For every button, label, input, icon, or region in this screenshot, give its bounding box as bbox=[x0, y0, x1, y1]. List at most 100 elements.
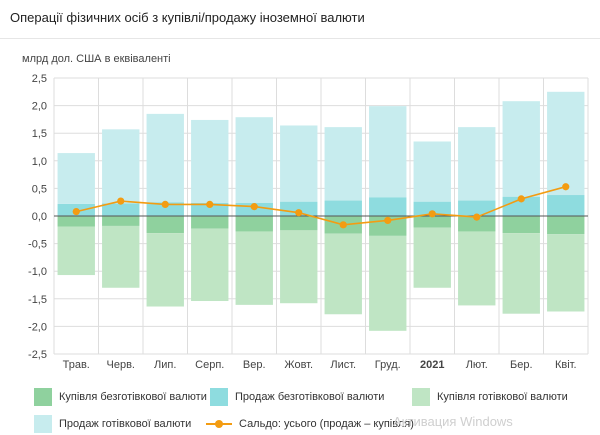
x-tick-label: Бер. bbox=[510, 359, 533, 371]
y-tick-label: -0,5 bbox=[28, 239, 47, 251]
bar-buy-noncash bbox=[502, 216, 540, 234]
bar-buy-noncash bbox=[146, 216, 184, 234]
bar-buy-cash bbox=[57, 226, 95, 276]
y-tick-label: 0,5 bbox=[32, 183, 47, 195]
x-tick-label: Лип. bbox=[154, 359, 176, 371]
bar-buy-noncash bbox=[547, 216, 585, 235]
legend-label-buy-noncash: Купівля безготівкової валюти bbox=[59, 391, 207, 403]
bar-sell-cash bbox=[369, 106, 407, 198]
balance-point bbox=[562, 183, 570, 191]
legend-label-balance: Сальдо: усього (продаж – купівля) bbox=[239, 418, 414, 430]
bar-buy-noncash bbox=[102, 216, 140, 226]
bar-buy-noncash bbox=[413, 216, 451, 228]
bar-sell-noncash bbox=[280, 201, 318, 216]
legend: Купівля безготівкової валюти Продаж безг… bbox=[0, 378, 600, 435]
balance-point bbox=[339, 221, 347, 229]
legend-item-sell-noncash[interactable]: Продаж безготівкової валюти bbox=[210, 388, 384, 406]
balance-point bbox=[206, 200, 214, 209]
bar-buy-cash bbox=[280, 230, 318, 304]
bar-sell-noncash bbox=[146, 202, 184, 216]
balance-point bbox=[161, 200, 169, 209]
balance-point bbox=[384, 216, 392, 225]
legend-label-sell-noncash: Продаж безготівкової валюти bbox=[235, 391, 385, 403]
y-tick-label: 2,5 bbox=[32, 73, 47, 85]
legend-item-buy-cash[interactable]: Купівля готівкової валюти bbox=[412, 388, 568, 406]
x-tick-label: Жовт. bbox=[284, 359, 313, 371]
bar-buy-cash bbox=[413, 227, 451, 288]
x-tick-label: 2021 bbox=[420, 359, 444, 371]
bar-sell-cash bbox=[547, 91, 585, 196]
y-tick-label: 1,0 bbox=[32, 156, 47, 168]
bar-sell-noncash bbox=[102, 203, 140, 216]
x-tick-label: Серп. bbox=[195, 359, 224, 371]
legend-item-buy-noncash[interactable]: Купівля безготівкової валюти bbox=[34, 388, 207, 406]
balance-point bbox=[250, 203, 258, 211]
y-tick-label: -1,5 bbox=[28, 294, 47, 306]
legend-swatch-balance bbox=[206, 415, 232, 433]
bar-sell-cash bbox=[235, 117, 273, 203]
x-tick-label: Квіт. bbox=[555, 359, 577, 371]
bar-sell-cash bbox=[458, 127, 496, 201]
bar-buy-cash bbox=[235, 231, 273, 305]
title-divider bbox=[0, 38, 600, 39]
balance-line bbox=[76, 185, 567, 226]
legend-item-sell-cash[interactable]: Продаж готівкової валюти bbox=[34, 415, 191, 433]
bar-sell-noncash bbox=[413, 201, 451, 216]
bar-sell-cash bbox=[102, 129, 140, 204]
bar-buy-noncash bbox=[458, 216, 496, 232]
bar-buy-noncash bbox=[191, 216, 229, 229]
x-tick-label: Вер. bbox=[243, 359, 266, 371]
bar-sell-cash bbox=[57, 153, 95, 204]
bar-sell-noncash bbox=[324, 200, 362, 216]
y-tick-label: 1,5 bbox=[32, 128, 47, 140]
bar-buy-cash bbox=[102, 225, 140, 288]
bar-buy-noncash bbox=[235, 216, 273, 232]
legend-label-sell-cash: Продаж готівкової валюти bbox=[59, 418, 192, 430]
bar-buy-cash bbox=[324, 233, 362, 315]
balance-point bbox=[295, 209, 303, 217]
bar-sell-cash bbox=[502, 101, 540, 197]
legend-label-buy-cash: Купівля готівкової валюти bbox=[437, 391, 568, 403]
balance-point bbox=[517, 195, 525, 203]
bar-sell-noncash bbox=[502, 196, 540, 216]
bar-sell-noncash bbox=[191, 202, 229, 216]
bar-buy-cash bbox=[458, 231, 496, 306]
y-tick-label: 2,0 bbox=[32, 101, 47, 113]
bar-buy-cash bbox=[191, 228, 229, 302]
bar-sell-cash bbox=[324, 127, 362, 201]
bar-buy-cash bbox=[369, 235, 407, 331]
balance-point bbox=[473, 213, 481, 221]
y-tick-label: -2,0 bbox=[28, 321, 47, 333]
y-tick-label: 0,0 bbox=[32, 211, 47, 223]
bar-sell-noncash bbox=[369, 197, 407, 216]
x-tick-label: Черв. bbox=[107, 359, 135, 371]
bar-sell-cash bbox=[413, 141, 451, 202]
bar-sell-noncash bbox=[458, 200, 496, 216]
bar-sell-cash bbox=[146, 113, 184, 203]
legend-swatch-buy-cash bbox=[412, 388, 430, 406]
y-tick-label: -1,0 bbox=[28, 266, 47, 278]
x-tick-label: Груд. bbox=[375, 359, 401, 371]
legend-item-balance[interactable]: Сальдо: усього (продаж – купівля) bbox=[206, 415, 414, 433]
bar-buy-noncash bbox=[57, 216, 95, 227]
y-axis-label: млрд дол. США в еквіваленті bbox=[22, 53, 171, 65]
x-tick-label: Трав. bbox=[63, 359, 90, 371]
balance-point bbox=[117, 197, 125, 205]
bar-sell-noncash bbox=[547, 195, 585, 216]
chart-canvas: млрд дол. США в еквіваленті 2,5 2,0 1,5 1,0 0… bbox=[22, 53, 589, 371]
bar-buy-cash bbox=[547, 234, 585, 312]
x-tick-label: Лист. bbox=[330, 359, 356, 371]
windows-activation-watermark: Активация Windows bbox=[393, 414, 513, 429]
legend-swatch-buy-noncash bbox=[34, 388, 52, 406]
y-tick-label: -2,5 bbox=[28, 349, 47, 361]
bar-buy-cash bbox=[146, 233, 184, 307]
legend-swatch-sell-noncash bbox=[210, 388, 228, 406]
bar-buy-cash bbox=[502, 233, 540, 314]
balance-point bbox=[428, 210, 436, 218]
balance-point bbox=[72, 207, 80, 216]
chart-title: Операції фізичних осіб з купівлі/продажу… bbox=[10, 10, 365, 25]
bar-sell-cash bbox=[280, 125, 318, 202]
bar-sell-cash bbox=[191, 119, 229, 203]
bar-buy-noncash bbox=[280, 216, 318, 231]
x-tick-label: Лют. bbox=[466, 359, 488, 371]
